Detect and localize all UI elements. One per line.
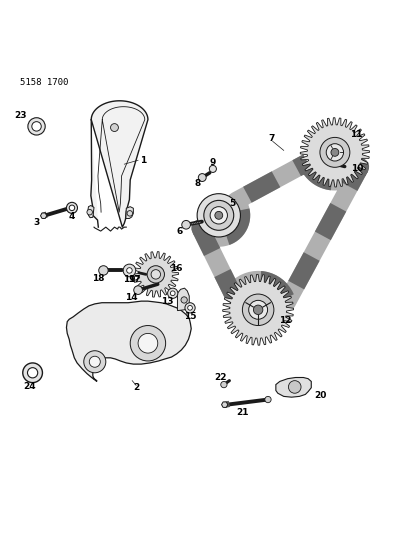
Circle shape [83, 351, 106, 373]
Circle shape [69, 205, 74, 211]
Polygon shape [221, 402, 227, 407]
Circle shape [110, 124, 118, 132]
Text: 20: 20 [314, 391, 326, 400]
Text: 18: 18 [92, 274, 105, 283]
Circle shape [288, 381, 300, 393]
Circle shape [99, 266, 108, 275]
Polygon shape [177, 288, 189, 311]
Text: 3: 3 [33, 218, 40, 227]
Text: 22: 22 [214, 373, 227, 382]
Text: 1: 1 [140, 156, 146, 165]
Text: 19: 19 [123, 275, 135, 284]
Circle shape [220, 382, 227, 387]
Text: 9: 9 [209, 158, 216, 167]
Text: 17: 17 [128, 274, 140, 284]
Circle shape [197, 193, 240, 237]
Circle shape [133, 286, 142, 294]
Polygon shape [40, 213, 47, 219]
Polygon shape [222, 274, 293, 345]
Text: 2: 2 [133, 383, 139, 392]
Circle shape [209, 165, 216, 173]
Circle shape [198, 174, 206, 181]
Circle shape [27, 368, 38, 378]
Polygon shape [299, 118, 369, 187]
Polygon shape [133, 252, 178, 297]
Circle shape [32, 122, 41, 131]
Circle shape [123, 264, 135, 277]
Polygon shape [66, 301, 191, 382]
Text: 12: 12 [278, 316, 291, 325]
Text: 15: 15 [183, 312, 196, 320]
Text: 24: 24 [23, 382, 36, 391]
Text: 13: 13 [161, 297, 173, 305]
Text: 14: 14 [124, 293, 137, 302]
Circle shape [89, 356, 100, 367]
Polygon shape [88, 206, 94, 217]
Text: 5158 1700: 5158 1700 [20, 78, 68, 86]
Circle shape [319, 138, 349, 167]
Circle shape [330, 148, 338, 156]
Circle shape [87, 209, 92, 215]
Circle shape [180, 297, 187, 303]
Circle shape [326, 144, 343, 161]
Polygon shape [126, 207, 133, 219]
Text: 4: 4 [69, 213, 75, 221]
Circle shape [147, 266, 164, 283]
Circle shape [187, 305, 192, 310]
Circle shape [130, 326, 165, 361]
Text: 5: 5 [229, 199, 235, 208]
Circle shape [126, 268, 132, 273]
Circle shape [181, 221, 190, 229]
Circle shape [248, 301, 267, 319]
Circle shape [214, 212, 222, 219]
Circle shape [23, 363, 43, 383]
Text: 21: 21 [236, 408, 248, 417]
Circle shape [127, 211, 132, 216]
Circle shape [264, 397, 270, 403]
Text: 10: 10 [350, 164, 362, 173]
Circle shape [253, 305, 262, 314]
Text: 7: 7 [267, 134, 274, 143]
Text: 6: 6 [176, 227, 182, 236]
Circle shape [203, 200, 233, 230]
Circle shape [170, 291, 175, 296]
Circle shape [184, 303, 195, 313]
Circle shape [167, 288, 178, 298]
Text: 16: 16 [169, 264, 182, 273]
Circle shape [209, 207, 227, 224]
Circle shape [242, 294, 273, 326]
Circle shape [138, 334, 157, 353]
Circle shape [66, 203, 77, 213]
Circle shape [151, 270, 160, 279]
Text: 11: 11 [349, 130, 362, 139]
Circle shape [28, 118, 45, 135]
Text: 8: 8 [193, 179, 200, 188]
Polygon shape [275, 377, 310, 397]
Text: 23: 23 [14, 111, 27, 120]
Polygon shape [91, 101, 148, 227]
